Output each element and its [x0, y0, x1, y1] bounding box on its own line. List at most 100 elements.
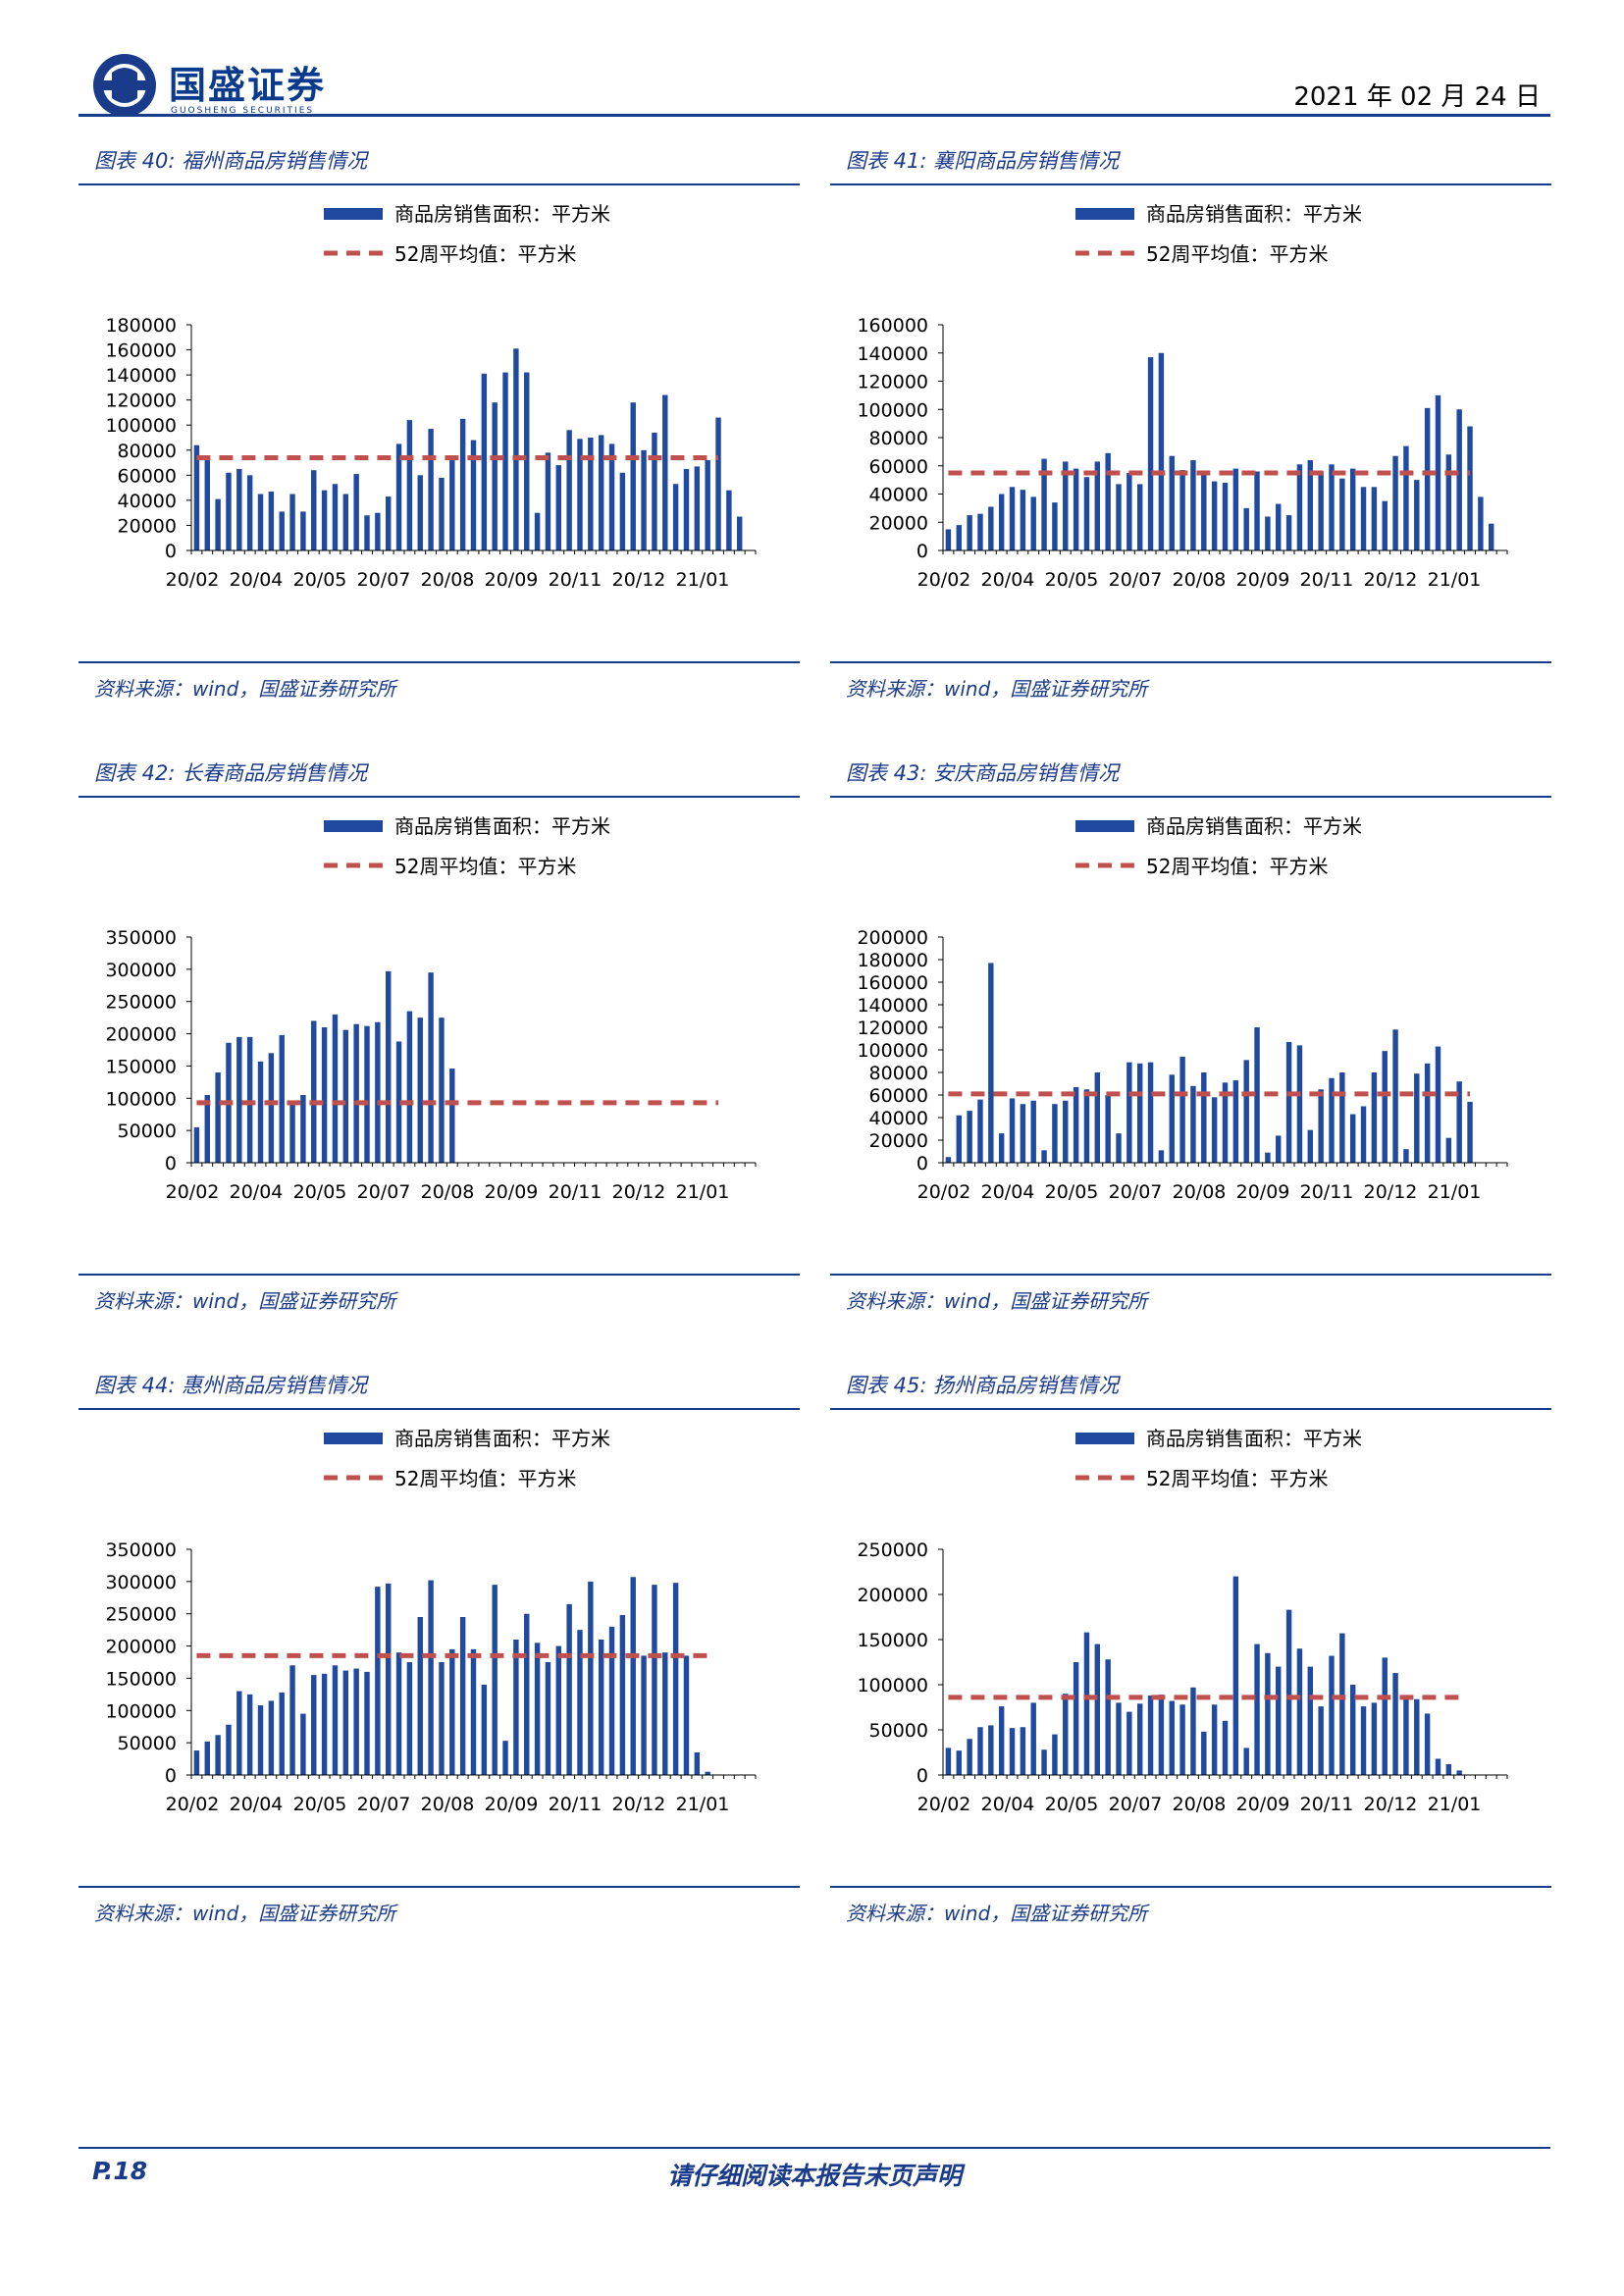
bar [1020, 1104, 1026, 1163]
x-tick-label: 21/01 [676, 569, 730, 591]
bar [321, 1673, 328, 1775]
y-tick-label: 0 [165, 1153, 177, 1174]
panel-divider [79, 661, 800, 663]
bar [652, 432, 657, 550]
y-tick-label: 200000 [105, 1024, 177, 1046]
bar [1456, 409, 1462, 550]
bar [555, 1645, 561, 1775]
bar [417, 475, 423, 550]
x-tick-label: 20/04 [230, 569, 284, 591]
bar [375, 1587, 381, 1775]
chart-fuzhou: 商品房销售面积：平方米 52周平均值：平方米 0 20000 40000 60000 800… [105, 202, 757, 591]
y-tick-label: 160000 [105, 340, 177, 362]
x-tick-label: 20/07 [357, 569, 411, 591]
y-tick-label: 0 [917, 1765, 928, 1787]
bar [1254, 1644, 1260, 1775]
x-tick-label: 20/12 [1364, 569, 1418, 591]
bar [945, 1157, 952, 1163]
bar [279, 511, 285, 550]
bar [449, 1648, 455, 1775]
bar [1296, 1648, 1303, 1775]
bar [726, 490, 732, 550]
bar [1349, 1114, 1356, 1163]
panel-title: 图表 41: 襄阳商品房销售情况 [846, 149, 1120, 173]
bar [1169, 1074, 1175, 1163]
y-tick-label: 50000 [118, 1121, 177, 1142]
bar [332, 484, 339, 550]
bar [1445, 1763, 1452, 1775]
bar [1052, 1734, 1058, 1775]
bar [1392, 1673, 1398, 1775]
bar [1296, 464, 1303, 550]
bar [1041, 458, 1047, 550]
bar [1265, 1152, 1271, 1163]
bar [1456, 1770, 1462, 1775]
bar [1403, 445, 1409, 551]
bar [1467, 1101, 1473, 1163]
bar [988, 506, 994, 550]
bar [608, 1626, 615, 1775]
x-tick-label: 21/01 [676, 1794, 730, 1815]
bar [1360, 487, 1367, 550]
bar [364, 1671, 370, 1775]
bar [1360, 1706, 1367, 1775]
bar [279, 1692, 285, 1775]
x-tick-label: 20/02 [166, 1794, 220, 1815]
bar [470, 1648, 477, 1775]
x-tick-label: 20/08 [421, 1794, 475, 1815]
bar [375, 1021, 381, 1163]
bar [1030, 1100, 1036, 1163]
x-tick-label: 20/11 [549, 1794, 602, 1815]
legend-swatch-bars [1075, 208, 1134, 220]
bar [672, 484, 679, 550]
chart-changchun: 商品房销售面积：平方米 52周平均值：平方米 0 50000 100000 150000 2… [105, 814, 757, 1203]
panel-title: 图表 44: 惠州商品房销售情况 [94, 1374, 368, 1397]
bar [1094, 1072, 1101, 1163]
bar [1435, 394, 1441, 551]
bar [236, 468, 242, 550]
panel-divider [79, 796, 800, 798]
panel-title: 图表 45: 扬州商品房销售情况 [846, 1374, 1120, 1397]
bar [1137, 1063, 1143, 1163]
y-tick-label: 100000 [105, 415, 177, 437]
bar [289, 494, 295, 550]
bar [1179, 470, 1185, 550]
x-tick-label: 20/09 [1236, 569, 1290, 591]
bar [1414, 1698, 1420, 1775]
x-tick-label: 20/05 [1045, 569, 1099, 591]
source-note: 资料来源：wind，国盛证券研究所 [846, 1902, 1148, 1925]
bar [1339, 478, 1345, 550]
bar [662, 1652, 668, 1775]
bar [737, 516, 743, 550]
x-tick-label: 20/11 [1300, 1794, 1354, 1815]
x-tick-label: 21/01 [676, 1181, 730, 1203]
bar [289, 1104, 295, 1163]
bar [406, 420, 413, 550]
x-tick-label: 21/01 [1428, 1794, 1482, 1815]
bar [1020, 490, 1026, 550]
bar [1105, 1659, 1111, 1775]
bar [1445, 454, 1452, 550]
y-tick-label: 200000 [105, 1637, 177, 1658]
x-tick-label: 20/08 [1173, 569, 1227, 591]
chart-huizhou: 商品房销售面积：平方米 52周平均值：平方米 0 50000 100000 150000 2… [105, 1427, 757, 1815]
bar [1190, 460, 1196, 550]
legend-label: 52周平均值：平方米 [1146, 855, 1328, 878]
y-tick-label: 120000 [105, 391, 177, 412]
bar [1094, 1644, 1101, 1775]
bar [1232, 1080, 1239, 1163]
bar [386, 970, 392, 1163]
legend-label: 商品房销售面积：平方米 [394, 1427, 610, 1450]
bar [364, 1025, 370, 1163]
bar [1478, 496, 1484, 551]
bar [311, 470, 317, 550]
bar [1489, 523, 1494, 550]
bar [406, 1662, 413, 1775]
bar [439, 1018, 445, 1163]
x-tick-label: 20/09 [485, 569, 539, 591]
source-note: 资料来源：wind，国盛证券研究所 [846, 677, 1148, 701]
x-tick-label: 20/05 [293, 1794, 347, 1815]
x-tick-label: 20/09 [1236, 1794, 1290, 1815]
bar [1190, 1687, 1196, 1775]
panel-title: 图表 42: 长春商品房销售情况 [94, 761, 368, 785]
